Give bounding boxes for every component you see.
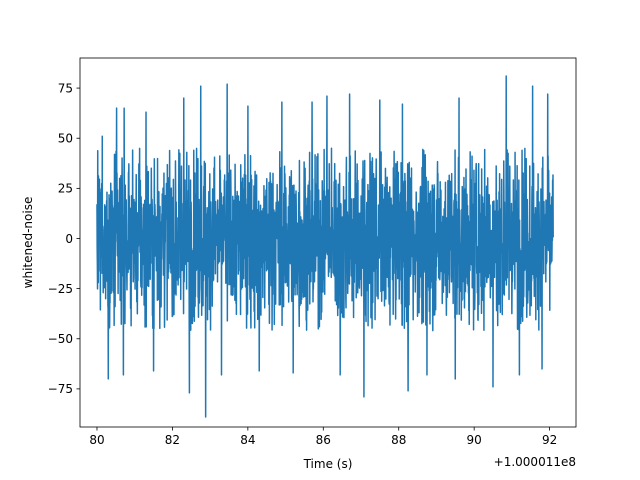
- y-tick-label: 0: [65, 232, 73, 246]
- series-line: [96, 75, 555, 418]
- x-tick-label: 90: [467, 433, 482, 447]
- y-tick-label: −50: [48, 332, 73, 346]
- series-layer: [96, 75, 555, 418]
- x-axis-label: Time (s): [303, 457, 353, 471]
- x-tick-label: 84: [240, 433, 255, 447]
- y-tick-label: 50: [58, 132, 73, 146]
- y-tick-label: 25: [58, 182, 73, 196]
- y-tick-label: −25: [48, 282, 73, 296]
- y-axis-label: whitened-noise: [21, 197, 35, 289]
- x-tick-label: 86: [316, 433, 331, 447]
- y-tick-label: 75: [58, 81, 73, 95]
- x-axis: 80 82 84 86 88 90 92: [89, 427, 557, 447]
- x-tick-label: 80: [89, 433, 104, 447]
- x-tick-label: 82: [165, 433, 180, 447]
- x-tick-label: 92: [542, 433, 557, 447]
- plot-frame: [79, 57, 577, 428]
- x-axis-offset-label: +1.000011e8: [494, 455, 576, 469]
- y-axis: −75 −50 −25 0 25 50 75: [48, 81, 80, 396]
- x-tick-label: 88: [391, 433, 406, 447]
- y-tick-label: −75: [48, 382, 73, 396]
